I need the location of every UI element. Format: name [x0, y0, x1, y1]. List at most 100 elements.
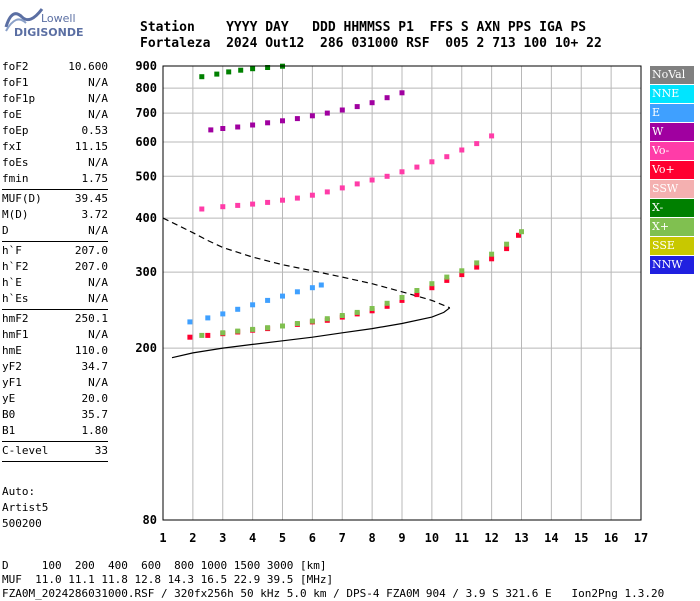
polarization-legend: NoVal NNE E W Vo- Vo+ SSW X- X+ SSE NNW [650, 66, 694, 275]
param-value: 207.0 [74, 260, 108, 273]
echo-point [309, 318, 315, 324]
param-value: N/A [88, 76, 108, 89]
param-row: foF2 10.600 [2, 59, 108, 75]
param-label: foF1p [2, 92, 36, 105]
echo-point [459, 147, 465, 153]
param-value: 3.72 [81, 208, 109, 221]
echo-point [199, 74, 205, 80]
logo-line1: Lowell [41, 12, 76, 25]
echo-point [265, 120, 271, 126]
param-value: 207.0 [74, 244, 108, 257]
echo-point [414, 164, 420, 170]
param-row: foF1 N/A [2, 75, 108, 91]
param-row: hmE 110.0 [2, 343, 108, 359]
echo-point [309, 113, 315, 119]
param-label: yE [2, 392, 16, 405]
echo-point [399, 169, 405, 175]
x-tick-label: 17 [634, 531, 648, 545]
echo-point [324, 110, 330, 116]
param-value: N/A [88, 92, 108, 105]
echo-points [187, 63, 524, 340]
echo-point [265, 65, 271, 70]
echo-point [369, 100, 375, 106]
param-label: foEs [2, 156, 29, 169]
echo-point [294, 116, 300, 122]
echo-point [226, 69, 232, 75]
param-row: foF1p N/A [2, 91, 108, 107]
param-label: h`Es [2, 292, 29, 305]
echo-point [187, 334, 193, 340]
panel-separator [2, 241, 108, 242]
legend-item-vo-: Vo- [650, 142, 694, 160]
echo-point [504, 241, 510, 247]
y-tick-label: 900 [135, 59, 157, 73]
legend-item-x-: X+ [650, 218, 694, 236]
echo-point [459, 268, 465, 274]
panel-separator [2, 189, 108, 190]
echo-point [199, 332, 205, 338]
echo-point [369, 177, 375, 183]
legend-item-e: E [650, 104, 694, 122]
echo-point [250, 326, 256, 332]
echo-point [238, 67, 244, 73]
echo-point [399, 90, 405, 96]
chart-grid [162, 65, 642, 521]
station-header: Station YYYY DAY DDD HHMMSS P1 FFS S AXN… [140, 20, 602, 52]
param-value: N/A [88, 108, 108, 121]
x-tick-label: 3 [219, 531, 226, 545]
legend-item-x-: X- [650, 199, 694, 217]
auto-label: Auto: [2, 485, 36, 498]
echo-point [354, 104, 360, 110]
x-tick-label: 14 [544, 531, 558, 545]
param-row: hmF1 N/A [2, 327, 108, 343]
echo-point [265, 325, 271, 331]
param-value: N/A [88, 328, 108, 341]
plasma-frequency-profile [162, 217, 451, 309]
true-height-profile [171, 307, 451, 359]
echo-point [399, 297, 405, 303]
artist-version: Artist5 [2, 501, 49, 514]
echo-point [444, 154, 450, 160]
echo-point [384, 303, 390, 309]
param-label: B0 [2, 408, 16, 421]
echo-point [516, 232, 521, 238]
ionogram-chart: 1 2 3 4 5 6 7 8 9 10 11 12 13 14 15 16 17 80200300400500… [135, 59, 648, 545]
x-tick-label: 13 [514, 531, 528, 545]
echo-point [414, 288, 420, 293]
echo-point [280, 197, 285, 203]
footer-muf: MUF 11.0 11.1 11.8 12.8 14.3 16.5 22.9 3… [2, 573, 334, 586]
echo-point [459, 272, 465, 278]
footer-distance: D 100 200 400 600 800 1000 1500 3000 [km… [2, 559, 327, 572]
param-row: hmF2 250.1 [2, 311, 108, 327]
echo-point [294, 195, 300, 201]
param-label: M(D) [2, 208, 29, 221]
echo-point [220, 330, 226, 336]
profile-lines [162, 217, 451, 359]
echo-point [205, 315, 211, 321]
param-label: hmE [2, 344, 22, 357]
echo-point [280, 293, 285, 299]
param-row: foE N/A [2, 107, 108, 123]
param-row: yF2 34.7 [2, 359, 108, 375]
param-value: 0.53 [81, 124, 109, 137]
param-value: N/A [88, 276, 108, 289]
echo-point [399, 295, 405, 300]
param-label: hmF1 [2, 328, 29, 341]
param-value: 33 [94, 444, 108, 457]
x-axis-ticks: 1 2 3 4 5 6 7 8 9 10 11 12 13 14 15 16 17 [159, 531, 648, 545]
legend-item-vo-: Vo+ [650, 161, 694, 179]
echo-point [354, 181, 360, 187]
echo-point [214, 71, 220, 77]
echo-point [280, 323, 285, 329]
echo-point [354, 309, 360, 315]
x-tick-label: 2 [189, 531, 196, 545]
x-tick-label: 11 [455, 531, 469, 545]
echo-point [324, 189, 330, 195]
echo-point [187, 319, 193, 325]
echo-point [414, 292, 420, 298]
y-axis-ticks: 80 200 300 400 500 600 700 800 900 [135, 59, 157, 527]
echo-point [235, 124, 241, 130]
echo-point [294, 321, 300, 326]
param-label: h`F2 [2, 260, 29, 273]
echo-point [309, 285, 315, 291]
